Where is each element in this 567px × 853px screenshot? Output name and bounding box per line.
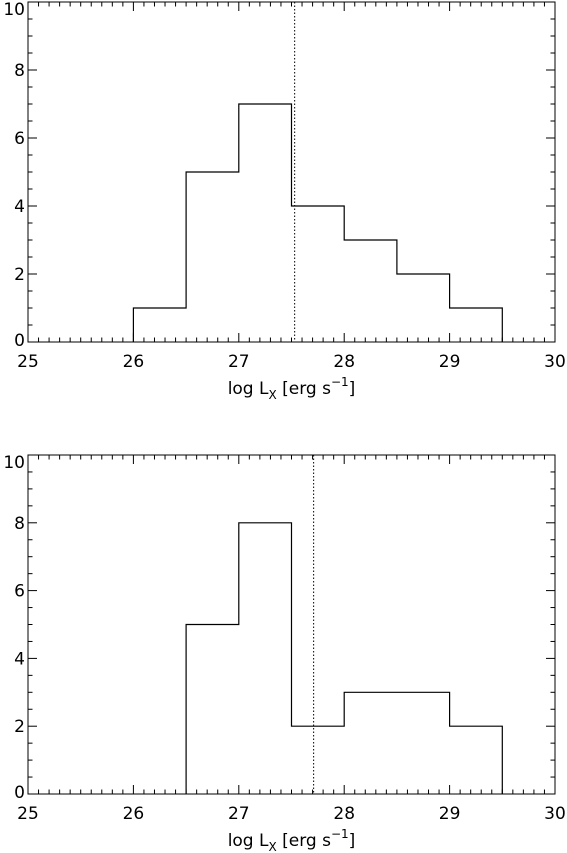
y-tick-label: 0 (14, 331, 25, 351)
histogram-panel-bottom: 25 26 27 28 29 30 0 2 4 6 8 10 log LX [erg s−1] (3, 453, 565, 853)
y-tick-label: 4 (14, 197, 25, 217)
x-axis-label-base: log L (228, 831, 269, 851)
x-axis-label-unit: [erg s (277, 379, 331, 399)
histogram-bin (450, 726, 503, 794)
y-tick-label: 8 (14, 514, 25, 534)
histogram-bin (186, 625, 239, 795)
x-tick-label: 27 (228, 352, 250, 372)
x-axis-label-subscript: X (268, 840, 276, 853)
histogram-bin (133, 308, 186, 342)
histogram-outline (185, 522, 503, 794)
x-axis-label-subscript: X (268, 388, 276, 402)
histogram-bin (450, 308, 503, 342)
y-tick-label: 0 (14, 783, 25, 803)
x-axis-label-base: log L (228, 379, 269, 399)
histogram-panel-top: 25 26 27 28 29 30 0 2 4 6 8 10 log LX [erg s−1] (3, 0, 565, 402)
x-tick-label: 29 (439, 352, 461, 372)
x-tick-label: 26 (123, 804, 145, 824)
y-tick-label: 4 (14, 649, 25, 669)
histogram-bin (344, 692, 397, 794)
x-axis-label-unit-close: ] (349, 379, 356, 399)
histogram-bin (397, 692, 450, 794)
x-axis-label-unit-close: ] (349, 831, 356, 851)
histogram-bin (292, 726, 345, 794)
y-tick-label: 10 (3, 0, 25, 20)
histogram-bin (239, 523, 292, 794)
x-tick-label: 28 (333, 352, 355, 372)
x-axis-label: log LX [erg s−1] (228, 827, 356, 853)
histogram-bin (344, 240, 397, 342)
y-tick-label: 6 (14, 129, 25, 149)
x-axis-label-superscript: −1 (331, 827, 349, 841)
x-tick-label: 30 (544, 352, 566, 372)
x-tick-label: 30 (544, 804, 566, 824)
x-tick-label: 25 (17, 352, 39, 372)
y-tick-label: 6 (14, 582, 25, 602)
histogram-bin (292, 206, 345, 342)
y-tick-label: 8 (14, 61, 25, 81)
y-tick-label: 2 (14, 717, 25, 737)
histogram-bin (186, 172, 239, 342)
histogram-bin (397, 274, 450, 342)
x-tick-label: 27 (228, 804, 250, 824)
y-tick-label: 10 (3, 453, 25, 473)
x-tick-label: 29 (439, 804, 461, 824)
x-tick-label: 28 (333, 804, 355, 824)
x-axis-label-unit: [erg s (277, 831, 331, 851)
x-axis-label-superscript: −1 (331, 375, 349, 389)
x-axis-label: log LX [erg s−1] (228, 375, 356, 402)
x-tick-label: 25 (17, 804, 39, 824)
histogram-bin (239, 104, 292, 342)
y-tick-label: 2 (14, 265, 25, 285)
histogram-outline (132, 103, 503, 342)
x-tick-label: 26 (123, 352, 145, 372)
